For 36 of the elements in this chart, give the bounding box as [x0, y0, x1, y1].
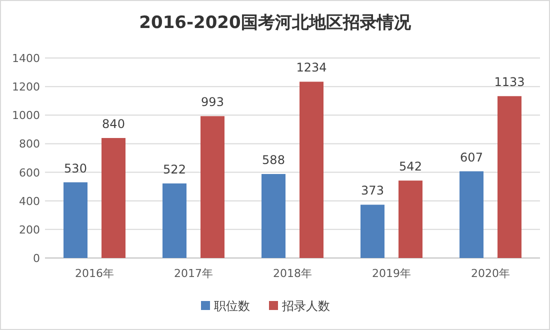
bar: [460, 171, 484, 258]
bar: [162, 183, 186, 258]
data-label: 588: [262, 153, 285, 167]
x-tick-label: 2018年: [273, 267, 312, 280]
y-tick-label: 1400: [12, 52, 40, 65]
data-label: 542: [399, 160, 422, 174]
data-label: 840: [102, 117, 125, 131]
legend-label: 招录人数: [281, 299, 330, 313]
y-tick-label: 1000: [12, 109, 40, 122]
legend-label: 职位数: [214, 299, 250, 313]
chart-title: 2016-2020国考河北地区招录情况: [139, 13, 412, 33]
bar: [360, 204, 384, 258]
data-label: 607: [460, 150, 483, 164]
data-label: 993: [201, 95, 224, 110]
bar: [102, 138, 126, 258]
x-tick-label: 2017年: [174, 267, 213, 280]
x-tick-label: 2016年: [75, 267, 114, 280]
y-tick-label: 200: [19, 223, 40, 236]
y-tick-label: 800: [19, 138, 40, 151]
y-tick-label: 600: [19, 166, 40, 180]
y-tick-label: 1200: [12, 80, 40, 94]
bar: [64, 182, 88, 258]
bar: [300, 82, 324, 258]
data-label: 530: [64, 161, 87, 176]
data-label: 373: [361, 184, 384, 198]
y-tick-label: 0: [33, 252, 40, 265]
data-label: 1133: [494, 75, 525, 90]
bar: [262, 174, 286, 258]
x-tick-label: 2020年: [471, 267, 510, 280]
bar: [200, 116, 224, 258]
data-label: 522: [163, 162, 186, 176]
data-label: 1234: [296, 60, 327, 75]
y-tick-label: 400: [19, 194, 40, 208]
x-tick-label: 2019年: [372, 267, 411, 280]
bar: [398, 180, 422, 258]
bar: [498, 96, 522, 258]
